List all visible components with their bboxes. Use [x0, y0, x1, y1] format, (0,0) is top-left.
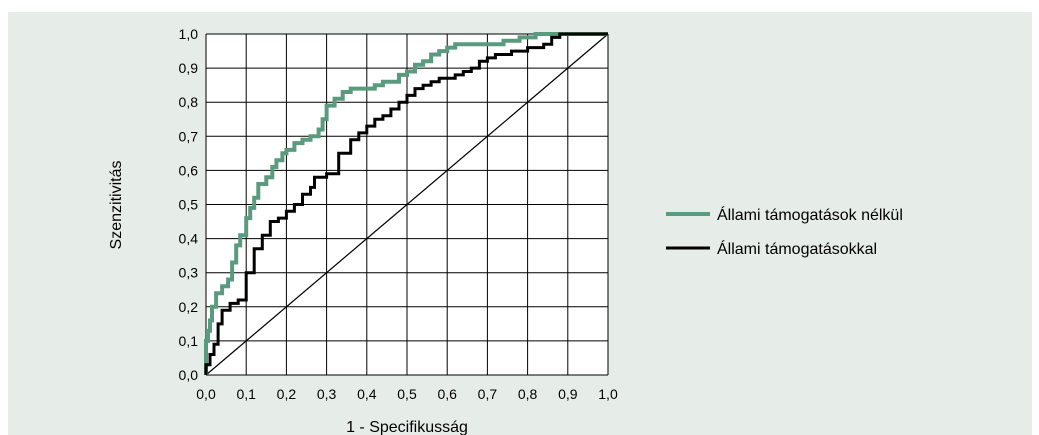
- x-tick-label: 0,5: [397, 386, 417, 402]
- chart-figure: 0,0 0,1 0,2 0,3 0,4 0,5 0,6 0,7 0,8 0,9 1,0 0,0 0,1…: [8, 12, 1032, 435]
- x-tick-label: 0,0: [196, 386, 216, 402]
- x-tick-label: 0,8: [518, 386, 538, 402]
- x-axis-label: 1 - Specifikusság: [346, 419, 468, 435]
- legend-label-green: Állami támogatások nélkül: [717, 205, 903, 224]
- series-line-black: [204, 32, 608, 375]
- roc-chart: 0,0 0,1 0,2 0,3 0,4 0,5 0,6 0,7 0,8 0,9 1,0 0,0 0,1…: [108, 26, 903, 435]
- y-tick-label: 0,9: [179, 60, 199, 76]
- y-tick-label: 0,2: [179, 299, 199, 315]
- y-tick-labels: 0,0 0,1 0,2 0,3 0,4 0,5 0,6 0,7 0,8 0,9 1,0: [179, 26, 199, 383]
- x-tick-labels: 0,0 0,1 0,2 0,3 0,4 0,5 0,6 0,7 0,8 0,9 1,0: [196, 386, 618, 402]
- x-tick-label: 0,1: [236, 386, 256, 402]
- y-axis-label: Szenzitivitás: [108, 161, 125, 250]
- series-line-green: [204, 32, 608, 375]
- y-tick-label: 0,4: [179, 231, 199, 247]
- x-tick-label: 0,3: [317, 386, 337, 402]
- x-tick-label: 0,7: [478, 386, 498, 402]
- legend: Állami támogatások nélkül Állami támogat…: [666, 205, 903, 258]
- y-tick-label: 0,7: [179, 128, 199, 144]
- y-tick-label: 1,0: [179, 26, 199, 42]
- x-tick-label: 0,9: [558, 386, 578, 402]
- y-tick-label: 0,8: [179, 94, 199, 110]
- y-tick-label: 0,1: [179, 333, 199, 349]
- y-tick-label: 0,3: [179, 265, 199, 281]
- x-tick-label: 0,2: [277, 386, 297, 402]
- x-tick-label: 0,4: [357, 386, 377, 402]
- x-tick-label: 1,0: [598, 386, 618, 402]
- legend-label-black: Állami támogatásokkal: [717, 239, 877, 258]
- y-tick-label: 0,5: [179, 197, 199, 213]
- x-tick-label: 0,6: [437, 386, 457, 402]
- diagonal-reference-line: [205, 33, 609, 376]
- y-tick-label: 0,0: [179, 367, 199, 383]
- y-tick-label: 0,6: [179, 162, 199, 178]
- series-layer: [204, 32, 608, 375]
